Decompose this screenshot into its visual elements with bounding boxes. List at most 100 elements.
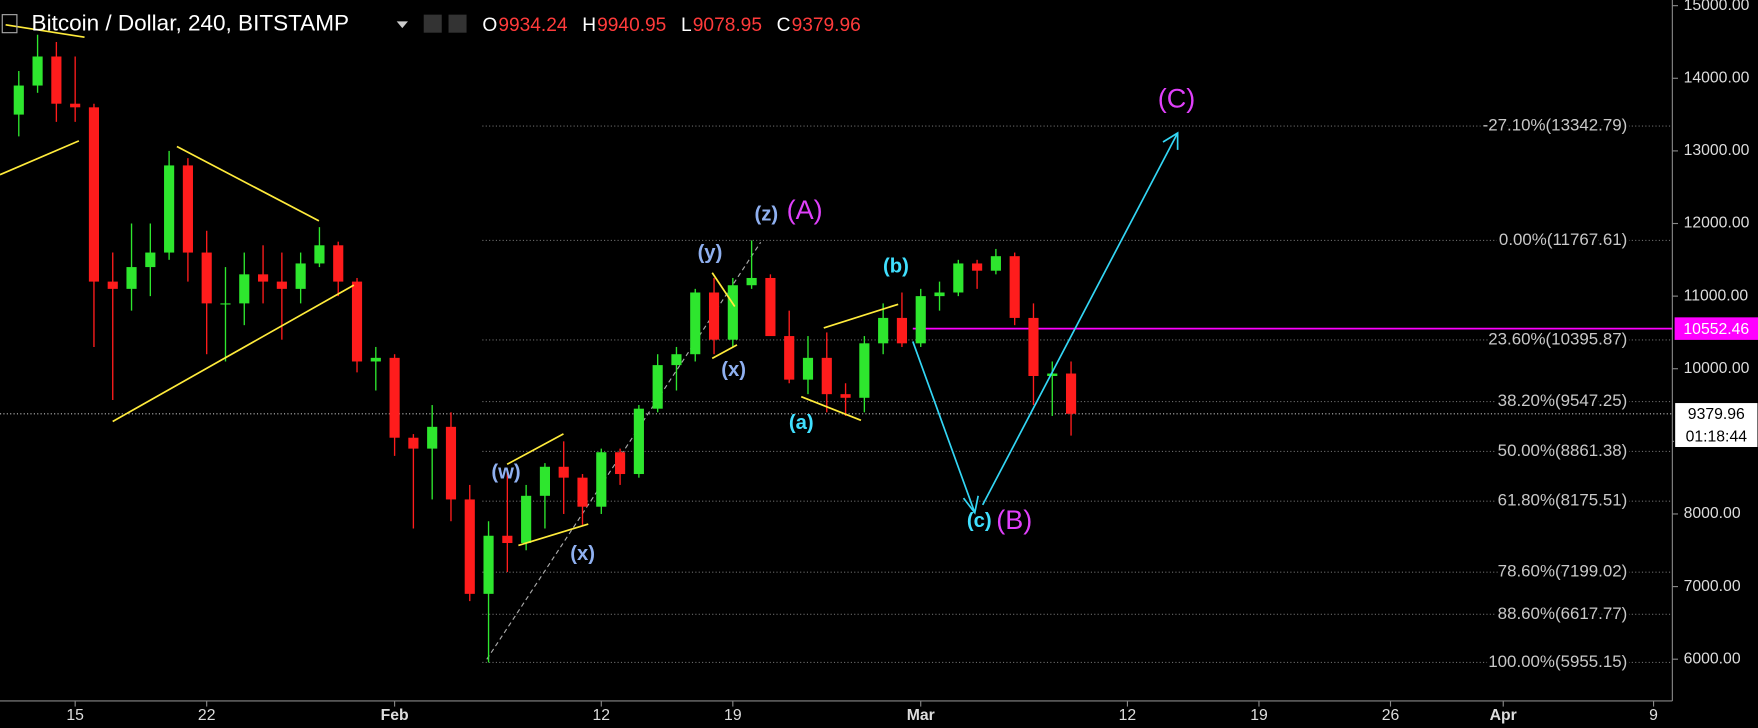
wave-label: (x) [721, 359, 746, 381]
arrow [981, 132, 1179, 506]
candle-body [802, 357, 814, 380]
y-tick-label: 15000.00 [1684, 0, 1750, 14]
x-tick-label: 15 [66, 707, 84, 724]
y-tick-label: 11000.00 [1684, 287, 1749, 304]
candle-body [126, 267, 137, 289]
wave-label: (C) [1158, 83, 1196, 113]
arrow-head [1162, 131, 1179, 150]
candle-body [671, 354, 682, 366]
wave-label: (c) [967, 510, 992, 532]
candle-body [708, 292, 720, 340]
y-tick-label: 8000.00 [1684, 505, 1741, 522]
price-tag [1674, 317, 1758, 340]
candle-body [953, 263, 964, 293]
wave-lines [0, 23, 899, 547]
candle-body [859, 343, 870, 398]
wave-label: (B) [996, 505, 1032, 535]
candle-body [182, 165, 193, 253]
x-tick-label: 26 [1382, 707, 1400, 724]
x-tick-label: 9 [1649, 707, 1658, 724]
candle-body [1009, 256, 1020, 318]
candle-body [821, 357, 832, 395]
candle-body [577, 477, 588, 507]
candle-body [13, 85, 24, 115]
symbol-title[interactable]: Bitcoin / Dollar, 240, BITSTAMP [32, 11, 349, 36]
x-tick-label: 19 [724, 707, 742, 724]
candle-body [896, 317, 908, 344]
ohlc-value: 9379.96 [792, 15, 861, 36]
candle-body [1065, 373, 1077, 414]
candle-body [445, 426, 457, 500]
y-tick-label: 13000.00 [1684, 142, 1750, 159]
candle-body [652, 365, 663, 409]
candle-body [690, 292, 701, 355]
last-price-tag [1674, 401, 1758, 449]
candle-body [521, 495, 532, 544]
x-tick-label: 12 [1119, 707, 1137, 724]
candle-body [990, 256, 1001, 271]
ohlc-value: 9940.95 [597, 15, 666, 36]
fib-label: -27.10%(13342.79) [1483, 115, 1628, 134]
arrow-head [962, 495, 979, 515]
trend-line [823, 303, 899, 329]
x-tick-label: Apr [1490, 707, 1517, 724]
x-tick-label: 12 [593, 707, 611, 724]
last-price-label: 9379.96 [1688, 406, 1745, 423]
candle-body [164, 165, 175, 253]
candle-body [107, 281, 118, 289]
candle-body [615, 452, 626, 475]
settings-icon[interactable] [448, 14, 467, 33]
candle-body [915, 296, 926, 344]
candle-body [427, 426, 438, 449]
fib-label: 23.60%(10395.87) [1488, 329, 1627, 348]
candle-body [145, 252, 156, 268]
menu-icon[interactable] [1, 14, 18, 34]
ohlc-value: 9934.24 [498, 15, 568, 36]
candle-body [32, 56, 43, 86]
wave-label: (b) [883, 255, 909, 277]
countdown-label: 01:18:44 [1686, 429, 1748, 446]
y-tick-label: 10000.00 [1684, 360, 1750, 377]
trend-line [711, 272, 736, 307]
candle-body [201, 252, 212, 304]
wave-label: (A) [787, 195, 823, 225]
wave-labels: (w) (x) (y) (x) (z) (A) (b) (a) (c) (B) (C) [491, 83, 1195, 564]
candle-body [239, 274, 250, 304]
candle-body [727, 285, 738, 340]
candle-body [746, 277, 757, 286]
candle-body [370, 357, 381, 362]
candle-body [1047, 373, 1058, 377]
projection-arrows [912, 131, 1179, 515]
wave-label: (a) [789, 412, 814, 434]
candle-body [314, 245, 325, 264]
trend-line [0, 140, 80, 176]
candle-body [295, 263, 306, 289]
x-tick-label: Mar [907, 707, 935, 724]
wave-label: (x) [570, 543, 595, 565]
candle-body [276, 281, 287, 289]
fib-label: 61.80%(8175.51) [1498, 491, 1628, 510]
eye-icon[interactable] [423, 14, 442, 33]
ohlc-label: C [777, 15, 791, 36]
x-tick-label: Feb [381, 707, 409, 724]
candle-body [765, 277, 776, 337]
trend-line [176, 145, 320, 222]
trend-line [5, 23, 85, 39]
arrow [912, 341, 976, 514]
candle-body [840, 394, 851, 398]
dropdown-caret[interactable] [396, 21, 408, 29]
candle-body [972, 263, 983, 271]
candle-body [558, 466, 569, 478]
candle-body [333, 245, 344, 282]
trend-line [518, 523, 589, 547]
candle-body [934, 292, 945, 297]
wave-label: (y) [698, 242, 723, 264]
fib-label: 88.60%(6617.77) [1498, 604, 1628, 623]
candle-body [464, 499, 475, 594]
x-tick-label: 19 [1250, 707, 1268, 724]
y-tick-label: 7000.00 [1684, 578, 1741, 595]
candle-body [878, 317, 889, 344]
trend-line [800, 395, 862, 422]
x-tick-label: 22 [198, 707, 216, 724]
wave-label: (z) [754, 204, 778, 226]
